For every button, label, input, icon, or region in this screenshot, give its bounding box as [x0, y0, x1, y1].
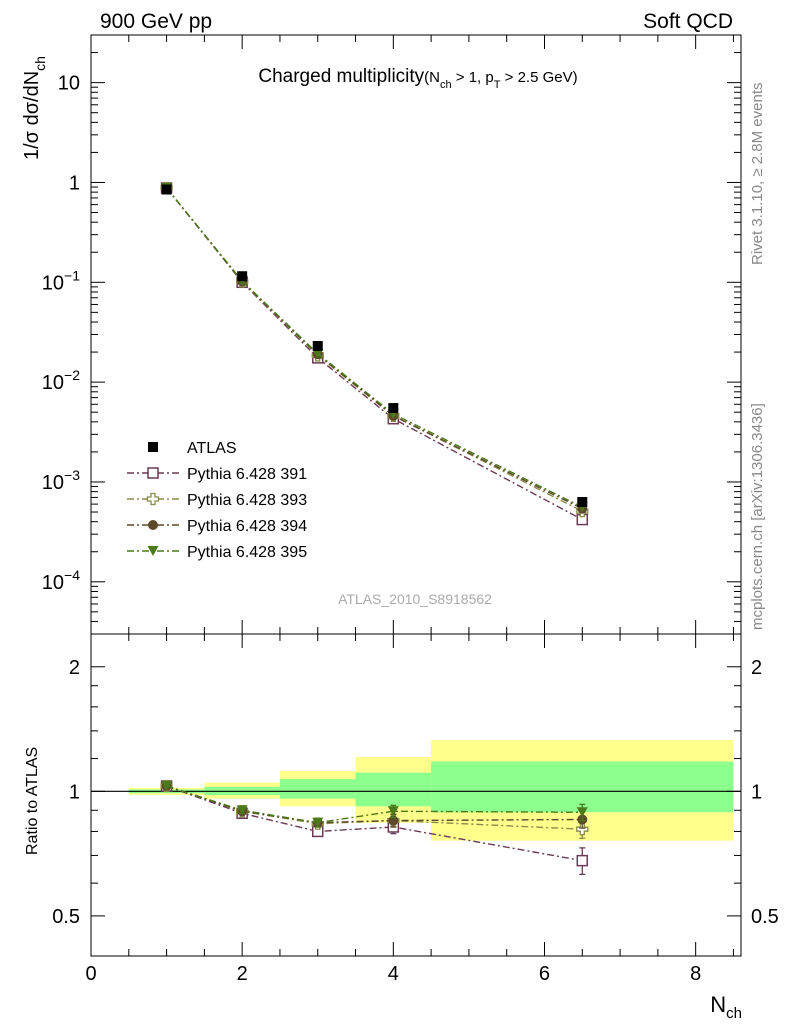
legend-marker [148, 520, 158, 530]
main-y-axis-label-main: 1/σ dσ/dN [21, 71, 43, 160]
chart-title: Charged multiplicity(Nch > 1, pT > 2.5 G… [258, 66, 577, 91]
legend-item-pythia-6-428-393: Pythia 6.428 393 [127, 492, 307, 509]
chart-title-sub-a: (N [424, 69, 440, 86]
series-pythia-6-428-394 [161, 183, 588, 514]
ratio-y-tick-label-right: 0.5 [751, 906, 779, 928]
series-line-pythia-6-428-395 [166, 187, 583, 508]
series-pythia-6-428-395 [161, 183, 588, 513]
ratio-y-axis-label: Ratio to ATLAS [24, 747, 41, 855]
x-axis-label-main: N [710, 992, 726, 1017]
legend-label: Pythia 6.428 395 [187, 544, 307, 561]
x-axis-label-sub: ch [726, 1005, 742, 1022]
ratio-point-pythia-6-428-391 [576, 854, 589, 867]
rivet-version-label: Rivet 3.1.10, ≥ 2.8M events [749, 83, 766, 266]
main-y-tick-label: 10−1 [42, 267, 80, 294]
series-line-pythia-6-428-394 [166, 187, 583, 510]
data-point-atlas [388, 403, 399, 414]
legend-item-pythia-6-428-394: Pythia 6.428 394 [127, 518, 307, 535]
ratio-y-tick-label: 2 [69, 657, 80, 679]
data-point-atlas [161, 184, 172, 195]
x-tick-label: 4 [388, 963, 399, 985]
uncertainty-band-inner [279, 779, 356, 799]
uncertainty-band-inner [355, 772, 432, 807]
series-atlas [161, 184, 588, 507]
legend-label: Pythia 6.428 393 [187, 492, 307, 509]
legend-label: ATLAS [187, 440, 237, 457]
data-point-atlas [577, 496, 588, 507]
ratio-y-tick-label: 0.5 [52, 906, 80, 928]
data-point-atlas [312, 341, 323, 352]
ratio-panel: 0 2 4 6 8 2 2 1 1 0.5 0.5 Ratio to ATLAS Nch [24, 633, 779, 1022]
main-y-axis-label: 1/σ dσ/dNch [21, 56, 48, 160]
header-right: Soft QCD [643, 10, 733, 33]
main-y-tick-label: 10 [58, 73, 80, 95]
ratio-point-pythia-6-428-395 [312, 817, 324, 828]
ratio-frame [90, 633, 742, 957]
legend-marker [146, 492, 160, 506]
ratio-y-tick-label-right: 2 [751, 657, 762, 679]
ratio-point-pythia-6-428-395 [387, 806, 399, 817]
data-point-pythia-6-428-395 [312, 348, 324, 359]
chart-title-sub-d: T [494, 79, 501, 91]
main-y-tick-label: 10−2 [42, 367, 80, 394]
legend-label: Pythia 6.428 391 [187, 466, 307, 483]
x-axis-label: Nch [710, 992, 742, 1022]
ratio-y-tick-label: 1 [69, 781, 80, 803]
legend-item-pythia-6-428-391: Pythia 6.428 391 [127, 466, 307, 483]
legend-marker [147, 546, 159, 556]
x-tick-label: 8 [690, 963, 701, 985]
ratio-y-tick-label-right: 1 [751, 781, 762, 803]
x-tick-label: 6 [539, 963, 550, 985]
main-y-tick-label: 10−3 [42, 467, 80, 494]
legend-label: Pythia 6.428 394 [187, 518, 307, 535]
legend-marker [147, 467, 159, 479]
chart-title-sub-c: > 1, p [452, 69, 494, 86]
legend-item-pythia-6-428-395: Pythia 6.428 395 [127, 544, 307, 561]
header-left: 900 GeV pp [100, 10, 212, 33]
chart-title-sub-e: > 2.5 GeV) [500, 69, 577, 86]
ratio-point-pythia-6-428-393 [576, 823, 589, 836]
ratio-point-pythia-6-428-395 [576, 807, 588, 818]
main-panel: 10 1 10−1 10−2 10−3 10−4 Charged multiplicity… [21, 34, 742, 635]
analysis-watermark: ATLAS_2010_S8918562 [338, 591, 492, 607]
series-line-pythia-6-428-393 [166, 187, 583, 512]
data-point-atlas [237, 271, 248, 282]
x-tick-label: 0 [85, 963, 96, 985]
main-y-axis-label-sub: ch [32, 56, 48, 71]
legend-item-atlas: ATLAS [148, 440, 237, 457]
legend: ATLAS Pythia 6.428 391 Pythia 6.428 393 Pyt… [127, 440, 307, 561]
ratio-point-pythia-6-428-395 [161, 781, 173, 792]
chart-title-main: Charged multiplicity [258, 66, 424, 87]
legend-marker [148, 442, 158, 452]
ratio-series-pythia-6-428-395 [161, 781, 588, 828]
x-tick-label: 2 [237, 963, 248, 985]
mcplots-label: mcplots.cern.ch [arXiv:1306.3436] [749, 403, 766, 630]
chart-title-sub-b: ch [440, 79, 452, 91]
main-y-tick-label: 1 [69, 172, 80, 194]
ratio-point-pythia-6-428-395 [236, 805, 248, 816]
main-y-tick-label: 10−4 [42, 567, 80, 594]
